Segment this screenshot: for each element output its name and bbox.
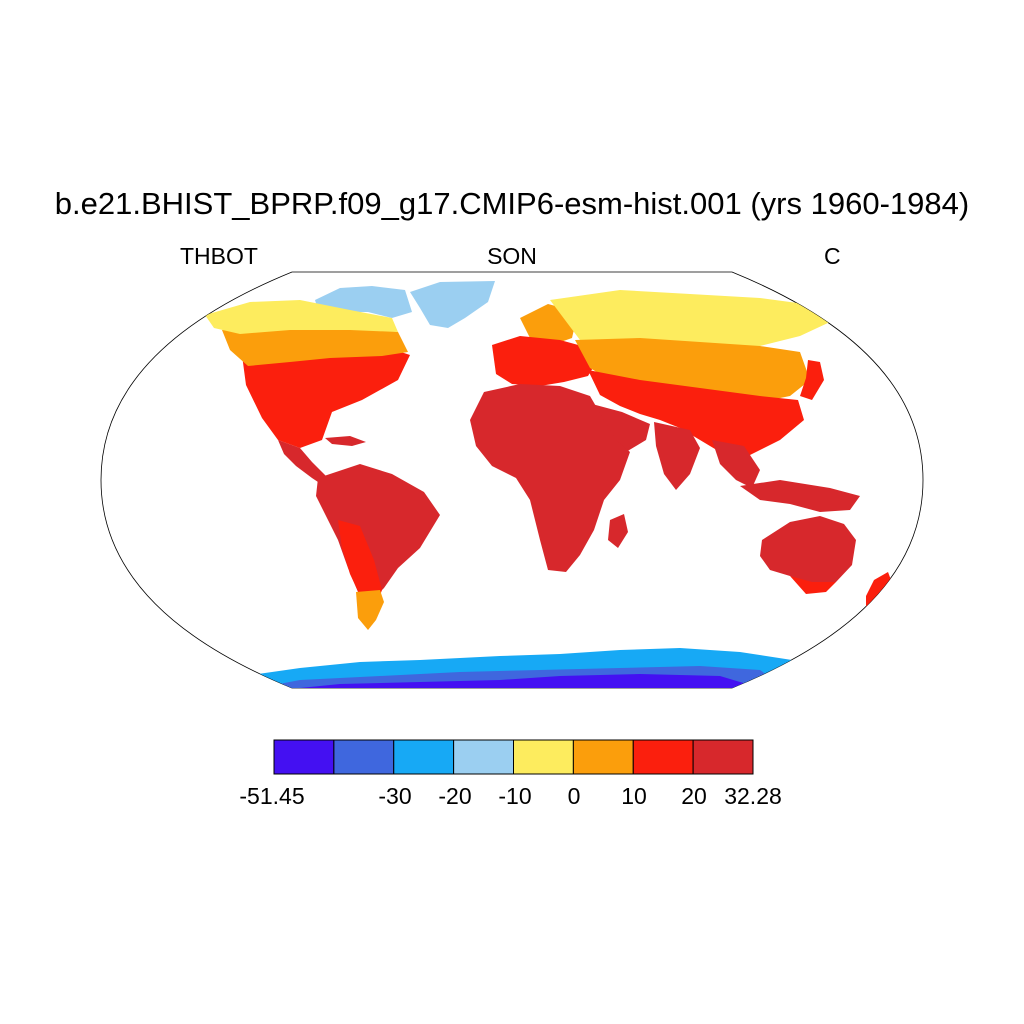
units-label: C	[824, 243, 841, 269]
india	[654, 422, 700, 490]
colorbar	[273, 739, 754, 775]
season-label: SON	[487, 243, 537, 269]
antarctica-plateau	[300, 674, 760, 688]
colorbar-label: -10	[498, 783, 532, 809]
colorbar-swatch-1	[333, 739, 395, 775]
colorbar-swatch-0	[273, 739, 335, 775]
australia-south	[790, 576, 836, 594]
indochina	[712, 440, 760, 488]
south-asia	[588, 370, 804, 460]
colorbar-swatch-7	[692, 739, 754, 775]
siberia	[550, 290, 830, 352]
colorbar-label: 0	[567, 783, 581, 809]
colorbar-swatch-4	[513, 739, 574, 775]
colorbar-label: -51.45	[239, 783, 305, 809]
australia	[760, 516, 856, 584]
colorbar-label: 10	[621, 783, 647, 809]
greenland	[410, 281, 495, 328]
south-america-hot	[316, 464, 440, 600]
colorbar-swatch-3	[453, 739, 514, 775]
colorbar-label: -30	[378, 783, 412, 809]
plot-title: b.e21.BHIST_BPRP.f09_g17.CMIP6-esm-hist.…	[54, 186, 970, 221]
colorbar-label: 32.28	[724, 783, 782, 809]
south-america-warm	[338, 520, 382, 606]
patagonia	[356, 590, 384, 630]
north-america-cool	[205, 300, 398, 334]
indonesia	[740, 480, 860, 512]
colorbar-label: 20	[681, 783, 707, 809]
africa	[470, 384, 630, 572]
north-america-warm	[240, 336, 410, 448]
colorbar-swatch-5	[572, 739, 634, 775]
caribbean	[325, 436, 366, 446]
madagascar	[608, 514, 628, 548]
europe-mild	[492, 336, 600, 386]
arabia	[592, 404, 650, 452]
north-america-mild	[222, 322, 408, 366]
colorbar-swatch-6	[632, 739, 694, 775]
variable-label: THBOT	[180, 243, 258, 269]
japan	[800, 360, 824, 400]
colorbar-swatch-2	[393, 739, 455, 775]
central-asia	[575, 338, 810, 402]
colorbar-label: -20	[438, 783, 472, 809]
